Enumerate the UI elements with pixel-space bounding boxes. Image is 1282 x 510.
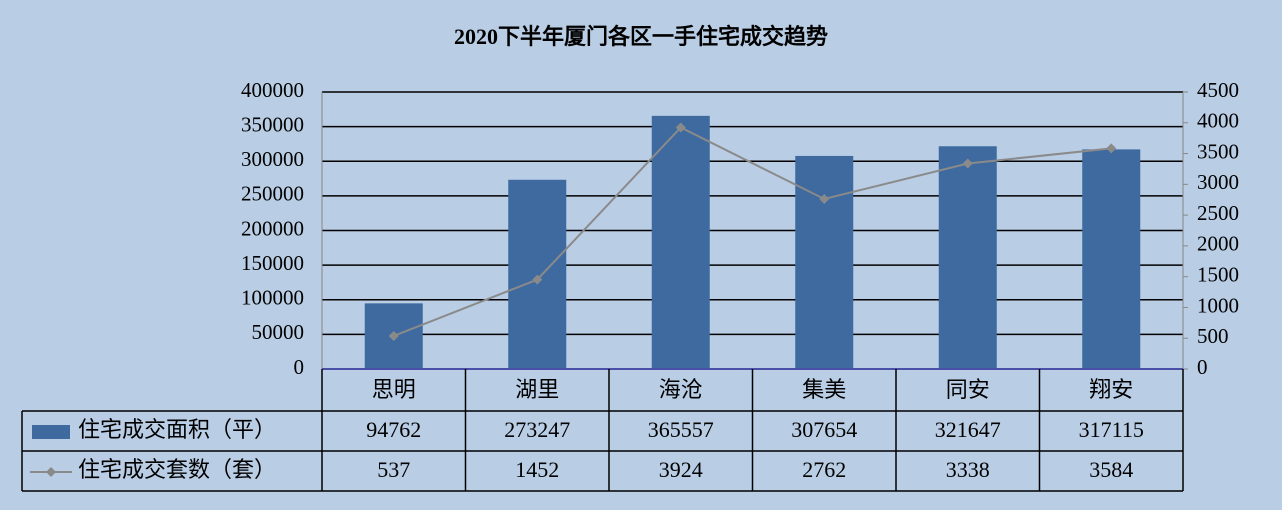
legend-label: 住宅成交套数（套） [78,457,276,482]
line-marker [1106,143,1117,154]
table-value: 3924 [659,457,703,482]
line-marker [962,158,973,169]
table-value: 317115 [1079,417,1144,442]
line-marker [819,193,830,204]
line-marker [675,122,686,133]
table-value: 537 [377,457,410,482]
y2-tick-label: 0 [1197,355,1208,379]
bar [795,155,854,369]
table-value: 1452 [515,457,559,482]
table-value: 321647 [935,417,1001,442]
legend-key [46,467,56,477]
y2-tick-label: 3500 [1197,139,1239,163]
y2-tick-label: 2500 [1197,201,1239,225]
chart-title: 2020下半年厦门各区一手住宅成交趋势 [454,24,828,49]
category-label: 同安 [946,377,990,402]
category-label: 湖里 [515,377,559,402]
category-label: 海沧 [659,377,703,402]
category-label: 思明 [372,377,416,402]
y-tick-label: 300000 [241,147,304,171]
y-tick-label: 250000 [241,182,304,206]
category-label: 集美 [802,377,846,402]
table-value: 3338 [946,457,990,482]
y2-tick-label: 1500 [1197,262,1239,286]
table-value: 365557 [648,417,714,442]
bar [508,179,567,369]
bar [651,115,710,369]
legend-key [32,425,70,439]
y-tick-label: 350000 [241,112,304,136]
table-value: 3584 [1089,457,1133,482]
y-tick-label: 0 [294,355,305,379]
table-value: 273247 [504,417,570,442]
y-tick-label: 50000 [252,320,305,344]
y-tick-label: 200000 [241,216,304,240]
y-tick-label: 100000 [241,286,304,310]
line [393,126,1112,337]
y2-tick-label: 4500 [1197,78,1239,102]
line-marker [388,330,399,341]
legend-label: 住宅成交面积（平） [78,417,276,442]
y-tick-label: 150000 [241,251,304,275]
table-value: 307654 [791,417,857,442]
y-tick-label: 400000 [241,78,304,102]
bar [938,146,997,369]
table-value: 94762 [366,417,421,442]
category-label: 翔安 [1089,377,1133,402]
y2-tick-label: 4000 [1197,109,1239,133]
y2-tick-label: 500 [1197,324,1229,348]
y2-tick-label: 1000 [1197,293,1239,317]
bar [1082,149,1141,369]
line-marker [532,274,543,285]
y2-tick-label: 2000 [1197,232,1239,256]
table-value: 2762 [802,457,846,482]
y2-tick-label: 3000 [1197,170,1239,194]
